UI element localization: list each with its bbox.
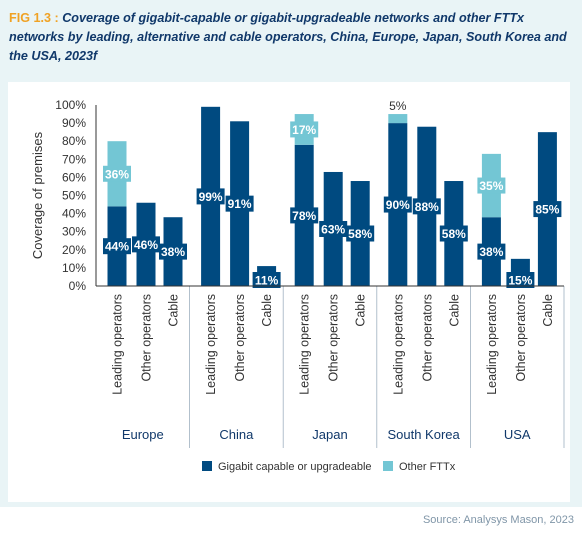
group-label: USA	[504, 427, 531, 442]
data-label-bg	[290, 207, 319, 224]
data-label-bg	[319, 220, 348, 237]
y-tick-label: 80%	[62, 134, 86, 148]
legend-label-gigabit: Gigabit capable or upgradeable	[218, 461, 372, 473]
category-label: Leading operators	[391, 294, 405, 395]
y-tick-label: 70%	[62, 152, 86, 166]
data-label-bg	[477, 243, 506, 260]
data-label-gigabit: 38%	[161, 245, 185, 259]
data-label-gigabit: 46%	[134, 238, 158, 252]
category-label: Cable	[354, 294, 368, 327]
figure-title-text: Coverage of gigabit-capable or gigabit-u…	[9, 11, 567, 63]
data-label-bg	[196, 188, 225, 205]
category-label: Cable	[447, 294, 461, 327]
data-label-other: 17%	[292, 123, 316, 137]
legend-swatch-gigabit	[202, 461, 212, 471]
category-label: Leading operators	[485, 294, 499, 395]
data-label-bg	[506, 272, 535, 288]
y-tick-label: 10%	[62, 261, 86, 275]
category-label: Leading operators	[298, 294, 312, 395]
figure-title: FIG 1.3 : Coverage of gigabit-capable or…	[9, 9, 569, 66]
legend-label-other: Other FTTx	[399, 461, 456, 473]
data-label-bg	[103, 238, 131, 255]
category-label: Other operators	[327, 294, 341, 382]
y-tick-label: 100%	[55, 98, 86, 112]
data-label-gigabit: 85%	[535, 203, 559, 217]
category-label: Leading operators	[204, 294, 218, 395]
group-label: Europe	[122, 427, 164, 442]
category-label: Cable	[260, 294, 274, 327]
group-label: China	[219, 427, 254, 442]
category-label: Other operators	[233, 294, 247, 382]
coverage-chart: 0% 10% 20% 30% 40% 50% 60% 70% 80% 90% 100% Coverag…	[30, 98, 565, 473]
data-label-bg	[159, 243, 187, 260]
y-tick-label: 20%	[62, 243, 86, 257]
data-label-bg	[225, 195, 254, 212]
data-label-bg	[533, 201, 562, 218]
category-label: Leading operators	[111, 294, 125, 395]
y-axis-label: Coverage of premises	[30, 131, 45, 259]
data-label-bg	[103, 165, 131, 182]
data-label-gigabit: 99%	[199, 190, 223, 204]
y-tick-label: 30%	[62, 225, 86, 239]
group-label: Japan	[312, 427, 347, 442]
legend-swatch-other	[383, 461, 393, 471]
data-label-bg	[477, 177, 506, 194]
data-label-bg	[412, 198, 441, 215]
data-label-gigabit: 90%	[386, 198, 410, 212]
data-label-gigabit: 91%	[228, 197, 252, 211]
data-label-other: 5%	[389, 99, 407, 113]
data-label-gigabit: 58%	[442, 227, 466, 241]
category-label: Other operators	[514, 294, 528, 382]
data-label-other: 35%	[479, 179, 503, 193]
category-label: Other operators	[420, 294, 434, 382]
category-label: Cable	[541, 294, 555, 327]
data-label-gigabit: 38%	[479, 245, 503, 259]
data-label-gigabit: 63%	[321, 222, 345, 236]
figure-label: FIG 1.3 :	[9, 11, 59, 25]
y-tick-label: 60%	[62, 170, 86, 184]
y-tick-label: 90%	[62, 116, 86, 130]
data-label-gigabit: 11%	[255, 274, 279, 288]
group-label: South Korea	[387, 427, 460, 442]
data-label-bg	[383, 196, 412, 213]
category-label: Other operators	[140, 294, 154, 382]
y-tick-label: 40%	[62, 207, 86, 221]
y-tick-label: 0%	[69, 279, 87, 293]
data-label-gigabit: 44%	[105, 240, 129, 254]
data-label-gigabit: 15%	[508, 274, 532, 288]
data-label-gigabit: 58%	[348, 227, 372, 241]
bar-other-fttx	[388, 114, 408, 124]
data-label-bg	[252, 272, 281, 288]
category-label: Cable	[167, 294, 181, 327]
data-label-bg	[132, 236, 160, 253]
data-label-other: 36%	[105, 167, 129, 181]
data-label-bg	[346, 225, 375, 242]
chart-area: 0% 10% 20% 30% 40% 50% 60% 70% 80% 90% 100% Coverag…	[8, 82, 570, 502]
data-label-bg	[439, 225, 468, 242]
figure-panel: FIG 1.3 : Coverage of gigabit-capable or…	[0, 0, 582, 507]
y-tick-label: 50%	[62, 189, 86, 203]
data-label-bg	[290, 121, 319, 138]
source-note: Source: Analysys Mason, 2023	[422, 514, 574, 526]
data-label-gigabit: 88%	[415, 200, 439, 214]
data-label-gigabit: 78%	[292, 209, 316, 223]
